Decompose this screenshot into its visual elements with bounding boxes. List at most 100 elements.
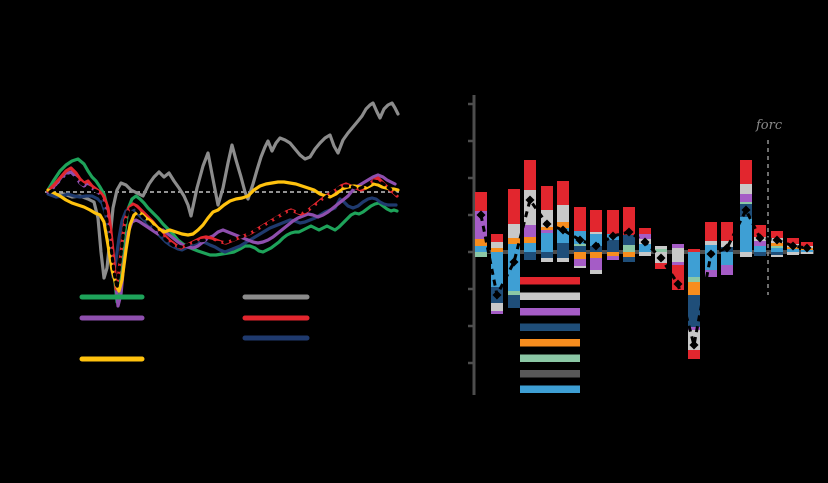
bar-segment-bar_purple [688,327,700,330]
bar-segment-bar_lightblue [491,252,503,287]
legend-swatch-bar_purple [520,308,580,316]
bar-segment-bar_navy [688,295,700,327]
bar-segment-bar_red [688,350,700,359]
bar-segment-bar_orange [607,252,619,256]
bar-segment-bar_red [491,234,503,242]
bar-segment-bar_purple [574,259,586,266]
bar-segment-bar_lightgray [787,252,799,255]
bar-segment-bar_lightblue [771,248,783,252]
bar-segment-bar_red [623,207,635,235]
legend-swatch-bar_navy [520,323,580,331]
bar-segment-bar_lightgray [557,258,569,262]
bar-segment-bar_lightblue [754,246,766,252]
bar-segment-bar_lightblue [705,245,717,252]
bar-segment-bar_red [721,222,733,241]
bar-segment-bar_purple [672,244,684,248]
bar-segment-bar_red [508,189,520,224]
legend-swatch-bar_mint [520,354,580,362]
bar-segment-bar_purple [705,270,717,277]
bar-segment-bar_navy [754,252,766,256]
bar-segment-bar_red [475,192,487,211]
bar-segment-bar_purple [475,211,487,239]
line-chart-panel [45,101,400,362]
bar-segment-bar_orange [688,282,700,295]
bar-segment-bar_orange [574,252,586,259]
bar-segment-bar_lightgray [771,255,783,257]
bar-segment-bar_navy [623,235,635,245]
bar-segment-bar_orange [557,222,569,228]
bar-segment-bar_lightblue [590,234,602,246]
bar-segment-bar_lightgray [557,205,569,222]
bar-segment-bar_lightgray [801,252,813,254]
bar-segment-bar_lightgray [740,252,752,257]
bar-segment-bar_lightblue [740,217,752,252]
bar-segment-bar_navy [541,252,553,258]
bar-segment-bar_mint [508,291,520,295]
bar-segment-bar_red [607,210,619,234]
bar-segment-bar_red [787,238,799,244]
bar-segment-bar_lightblue [524,243,536,252]
bar-segment-bar_navy [557,252,569,258]
bar-segment-bar_red [705,222,717,241]
bar-segment-bar_navy [623,257,635,262]
bar-segment-bar_lightblue [688,252,700,277]
legend-swatch-bar_darkgray [520,370,580,378]
bar-segment-bar_lightgray [590,270,602,274]
bar-segment-bar_lightgray [574,266,586,268]
series-black-dotted-line [48,174,398,290]
bar-segment-bar_lightgray [672,248,684,252]
legend-swatch-bar_red [520,277,580,285]
bar-segment-bar_lightgray [590,232,602,234]
bar-segment-bar_lightgray [491,242,503,248]
bar-segment-bar_mint [574,244,586,246]
bar-segment-bar_mint [688,277,700,282]
bar-segment-bar_navy [557,243,569,252]
bar-segment-bar_lightgray [508,224,520,238]
bar-segment-bar_red [740,160,752,184]
bar-segment-bar_purple [639,234,651,239]
bar-segment-bar_purple [524,225,536,237]
bar-segment-bar_orange [491,248,503,252]
bar-segment-bar_red [541,186,553,210]
legend-swatch-bar_orange [520,339,580,347]
legend-swatch-bar_lightgray [520,292,580,300]
bar-segment-bar_red [655,263,667,269]
bar-segment-bar_navy [508,295,520,308]
bar-segment-bar_navy [524,252,536,260]
bar-segment-bar_lightblue [639,244,651,252]
bar-segment-bar_purple [740,194,752,202]
bar-segment-bar_lightblue [508,244,520,252]
bar-segment-bar_navy [607,240,619,252]
bar-segment-bar_purple [672,262,684,265]
bar-segment-bar_lightgray [491,303,503,311]
bar-segment-bar_mint [655,249,667,252]
bar-segment-bar_red [574,207,586,231]
bar-segment-bar_orange [508,238,520,244]
bar-segment-bar_red [557,181,569,205]
bar-segment-bar_red [590,210,602,232]
bar-segment-bar_lightblue [541,233,553,252]
bar-segment-bar_mint [771,246,783,248]
bar-segment-bar_lightgray [639,252,651,256]
bar-segment-bar_lightblue [475,246,487,252]
bar-segment-bar_purple [590,258,602,270]
bar-segment-bar_orange [623,252,635,257]
bar-segment-bar_purple [721,265,733,275]
bar-segment-bar_navy [574,246,586,252]
bar-segment-bar_purple [754,241,766,246]
bar-segment-bar_lightgray [672,252,684,262]
bar-segment-bar_red [771,231,783,238]
legend-swatch-bar_lightblue [520,385,580,393]
bar-segment-bar_mint [475,252,487,257]
bar-segment-bar_lightgray [740,184,752,194]
bar-segment-bar_purple [607,256,619,260]
bar-segment-bar_purple [541,230,553,233]
bar-segment-bar_mint [623,245,635,252]
bar-segment-bar_red [639,228,651,234]
bar-segment-bar_red [688,249,700,252]
bar-segment-bar_orange [590,252,602,258]
bar-segment-bar_mint [740,202,752,204]
bar-segment-bar_lightgray [705,241,717,245]
